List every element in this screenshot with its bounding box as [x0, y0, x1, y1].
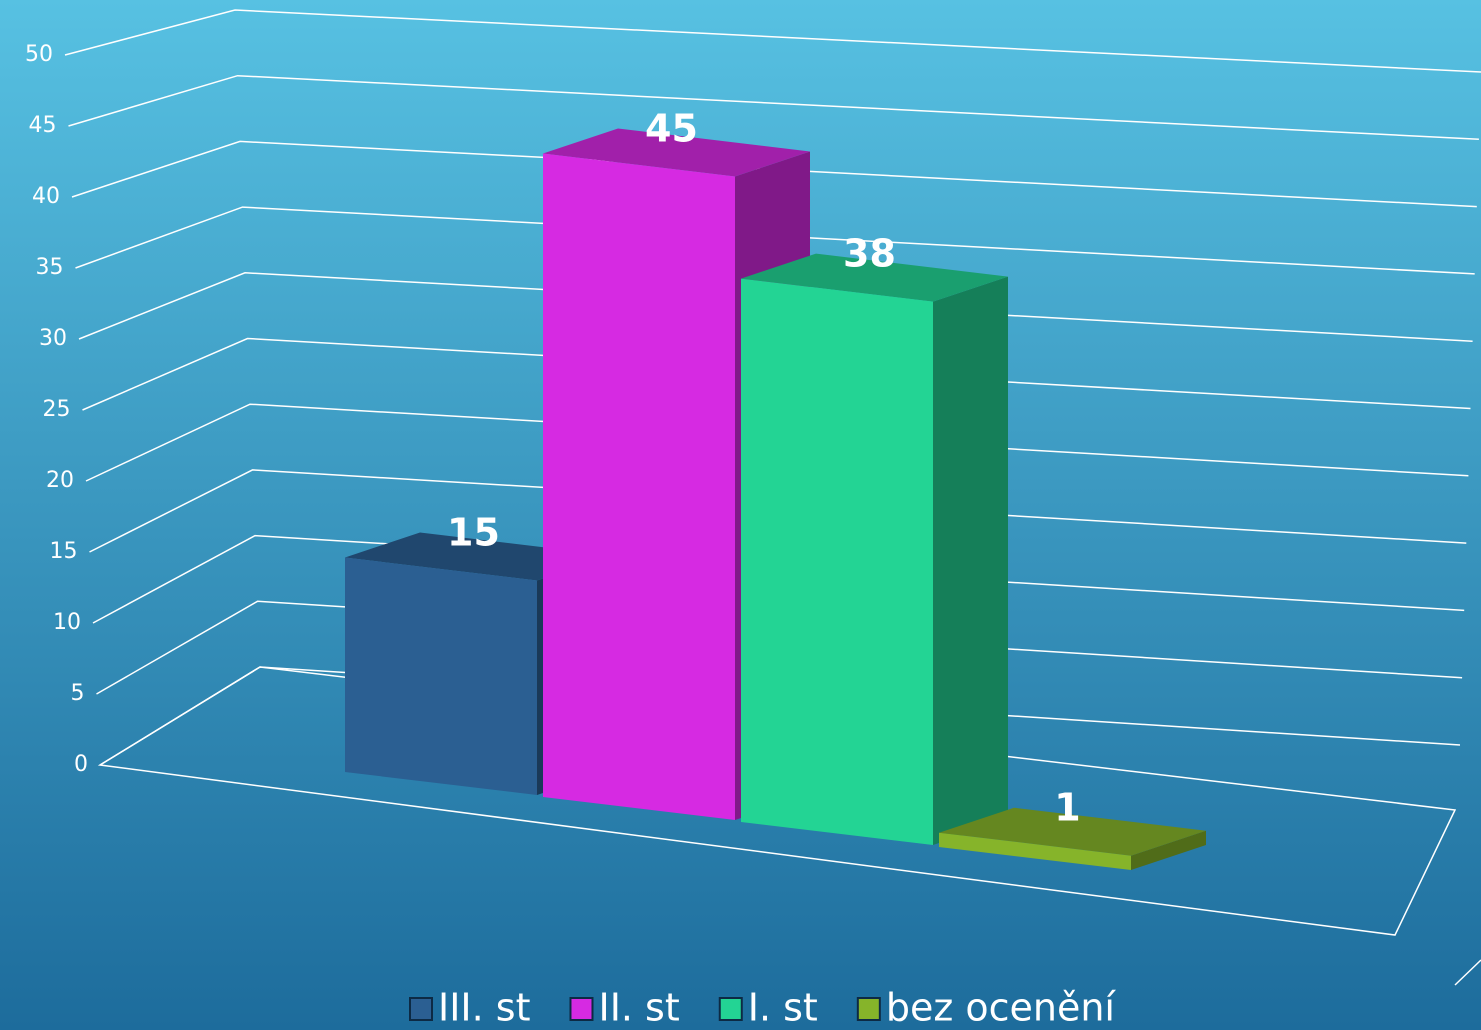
y-tick-label: 30: [39, 326, 67, 351]
bar: [939, 832, 1131, 870]
grid-line: [85, 403, 1469, 482]
y-tick-label: 5: [71, 681, 85, 706]
data-label: 15: [447, 511, 500, 555]
bar-top: [741, 253, 1008, 302]
legend-label: III. st: [438, 986, 530, 1030]
data-label: 38: [843, 232, 896, 276]
legend-label: bez ocenění: [886, 986, 1117, 1030]
bar-top: [939, 807, 1206, 856]
legend-swatch: [718, 997, 743, 1021]
grid-line: [75, 206, 1475, 275]
grid-line: [64, 9, 1481, 73]
y-tick-label: 15: [50, 539, 78, 564]
bar-top: [543, 128, 810, 177]
y-tick-label: 25: [43, 397, 71, 422]
bar: [543, 153, 735, 820]
grid-line: [71, 140, 1477, 208]
grid-line: [82, 337, 1471, 411]
y-tick-label: 0: [74, 752, 88, 777]
decor-line: [1454, 959, 1481, 986]
legend-swatch: [569, 997, 594, 1021]
y-tick-label: 50: [25, 42, 53, 67]
legend-label: I. st: [748, 986, 818, 1030]
data-label: 45: [645, 107, 698, 151]
bar: [345, 557, 537, 795]
grid-line: [99, 666, 1461, 766]
grid-line: [96, 600, 1463, 695]
legend-label: II. st: [598, 986, 679, 1030]
y-tick-label: 20: [46, 468, 74, 493]
y-tick-label: 10: [53, 610, 81, 635]
data-label: 1: [1054, 786, 1080, 830]
grid-line: [78, 272, 1473, 342]
y-tick-label: 40: [32, 184, 60, 209]
grid-line: [92, 534, 1465, 624]
y-tick-label: 35: [36, 255, 64, 280]
grid-line: [68, 74, 1479, 141]
legend-swatch: [856, 997, 881, 1021]
legend-swatch: [409, 997, 433, 1021]
bar: [741, 278, 933, 846]
y-tick-label: 45: [29, 113, 57, 138]
bar-side: [933, 276, 1008, 846]
grid-line: [89, 469, 1467, 553]
bar-side: [1131, 830, 1206, 870]
